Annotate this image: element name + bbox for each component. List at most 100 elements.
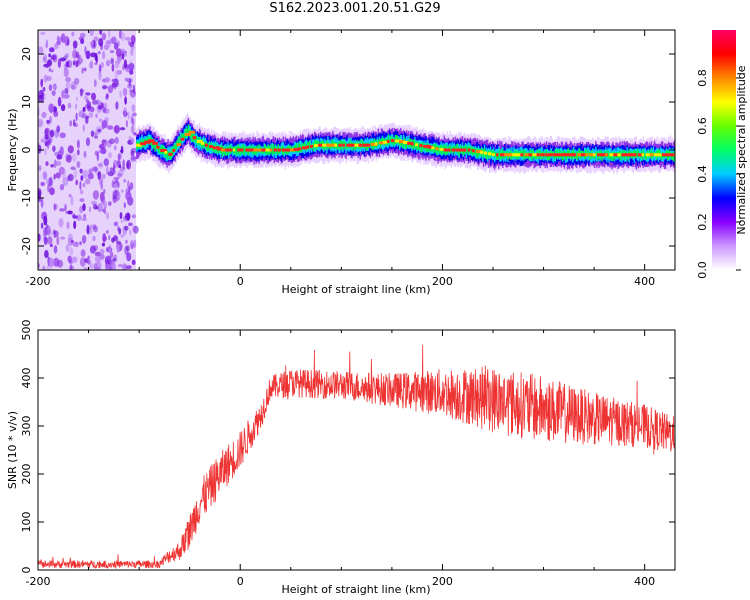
ridge-peak <box>520 153 524 157</box>
ridge-cell <box>236 146 238 156</box>
colorbar: 0.0 0.2 0.4 0.6 0.8 Normalized spectral ampl… <box>696 30 748 279</box>
noise-blob <box>67 221 70 229</box>
noise-blob <box>124 96 127 105</box>
noise-blob <box>129 69 134 75</box>
ridge-peak <box>354 143 362 147</box>
ridge-cell <box>520 149 522 157</box>
noise-blob <box>80 38 85 45</box>
noise-blob <box>48 67 51 72</box>
noise-blob <box>103 188 106 194</box>
ridge-peak <box>552 153 558 157</box>
noise-blob <box>101 120 108 129</box>
noise-blob <box>59 57 66 62</box>
ridge-cell <box>659 147 662 159</box>
noise-blob <box>73 220 77 230</box>
noise-blob <box>129 41 135 48</box>
y-tick-label: 500 <box>20 320 33 341</box>
noise-blob <box>65 81 71 90</box>
ridge-cell <box>660 152 663 161</box>
x-tick-label: 200 <box>432 575 453 588</box>
noise-blob <box>63 67 69 78</box>
ridge-cell <box>349 139 351 148</box>
noise-blob <box>88 263 94 269</box>
ridge-peak <box>625 153 632 157</box>
noise-blob <box>130 137 135 144</box>
noise-blob <box>111 78 118 83</box>
ridge-peak <box>479 150 484 154</box>
ridge-cell <box>329 144 331 150</box>
noise-blob <box>90 130 95 137</box>
ridge-cell <box>613 152 615 161</box>
ridge-peak <box>560 153 566 157</box>
ridge-cell <box>450 146 452 153</box>
noise-blob <box>117 170 124 177</box>
noise-blob <box>53 173 56 180</box>
ridge-cell <box>181 133 183 139</box>
ridge-cell <box>331 139 333 148</box>
ridge-cell <box>498 154 500 158</box>
noise-blob <box>103 200 107 210</box>
ridge-peak <box>593 153 596 157</box>
noise-blob <box>53 257 60 267</box>
ridge-peak <box>208 145 213 148</box>
ridge-peak <box>572 153 576 157</box>
ridge-cell <box>529 149 531 157</box>
ridge-peak <box>613 153 620 157</box>
ridge-peak <box>617 153 621 157</box>
noise-blob <box>55 172 61 179</box>
ridge-cell <box>394 135 397 144</box>
noise-blob <box>110 57 114 65</box>
ridge-cell <box>536 149 538 157</box>
ridge-peak <box>467 148 471 152</box>
ridge-peak <box>443 148 450 152</box>
noise-blob <box>70 81 78 91</box>
noise-blob <box>90 106 95 113</box>
y-tick-label: -10 <box>20 189 33 207</box>
noise-blob <box>53 203 56 212</box>
noise-blob <box>118 264 123 268</box>
noise-blob <box>94 166 98 175</box>
ridge-peak <box>257 148 265 152</box>
ridge-peak <box>269 148 273 152</box>
ridge-cell <box>561 152 564 161</box>
noise-blob <box>38 144 42 154</box>
ridge-peak <box>164 150 168 154</box>
noise-blob <box>120 145 124 154</box>
ridge-cell <box>373 138 376 148</box>
ridge-peak <box>419 144 423 148</box>
ridge-cell <box>537 154 539 159</box>
noise-blob <box>65 210 71 214</box>
noise-blob <box>119 212 123 220</box>
ridge-cell <box>280 146 283 153</box>
noise-blob <box>108 30 111 38</box>
ridge-peak <box>431 146 435 150</box>
ridge-peak <box>310 144 313 148</box>
ridge-cell <box>301 142 304 150</box>
noise-blob <box>106 59 111 67</box>
ridge-peak <box>435 147 439 151</box>
noise-blob <box>40 222 44 229</box>
ridge-cell <box>552 151 555 156</box>
noise-blob <box>83 150 87 158</box>
ridge-cell <box>147 136 149 144</box>
noise-blob <box>65 61 70 68</box>
ridge-cell <box>438 147 440 154</box>
noise-blob <box>94 255 101 263</box>
noise-blob <box>55 160 62 166</box>
ridge-cell <box>300 145 303 153</box>
noise-blob <box>107 170 115 177</box>
ridge-cell <box>405 140 407 149</box>
noise-blob <box>124 36 131 41</box>
ridge-cell <box>235 146 237 154</box>
ridge-peak <box>273 148 278 152</box>
noise-blob <box>103 142 107 149</box>
noise-blob <box>49 116 52 123</box>
noise-blob <box>40 78 43 86</box>
noise-blob <box>59 132 66 139</box>
ridge-cell <box>182 133 184 140</box>
ridge-peak <box>455 148 463 152</box>
ridge-cell <box>567 148 570 158</box>
ridge-peak <box>192 136 197 140</box>
ridge-cell <box>486 151 489 156</box>
noise-blob <box>114 69 119 78</box>
